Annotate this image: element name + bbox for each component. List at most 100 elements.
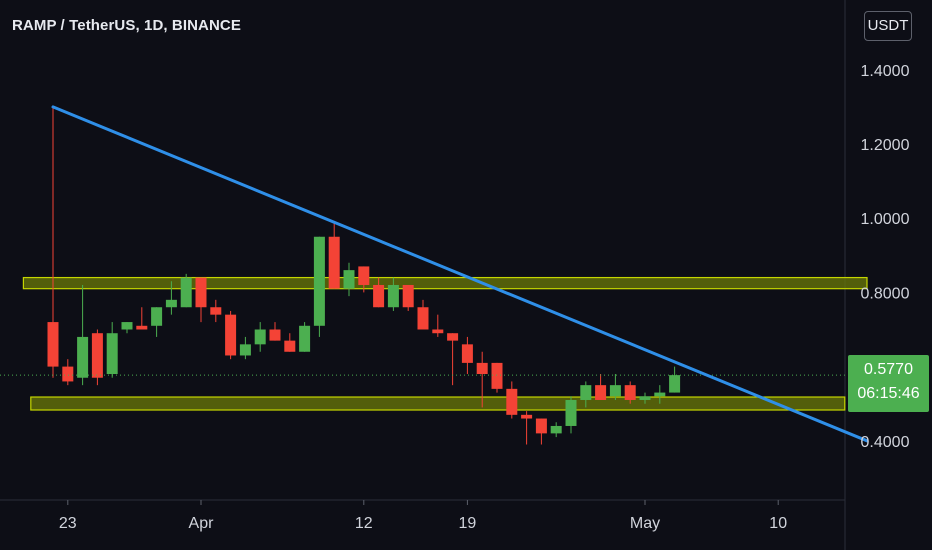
- candle-body: [91, 333, 103, 378]
- price-tick-label: 1.0000: [861, 211, 910, 228]
- candle-body: [387, 284, 399, 308]
- candle-body: [417, 307, 429, 330]
- candle-body: [136, 325, 148, 330]
- candle-25: [402, 284, 414, 311]
- candle-body: [624, 385, 636, 400]
- candle-body: [447, 333, 459, 341]
- candle-43: [669, 366, 681, 393]
- candle-21: [343, 262, 355, 297]
- candle-body: [402, 284, 414, 308]
- candle-body: [254, 329, 266, 345]
- time-tick-label: May: [630, 515, 660, 532]
- price-axis-labels: 1.4000 1.2000 1.0000 0.8000 0.4000: [861, 63, 910, 451]
- price-tick-label: 1.2000: [861, 137, 910, 154]
- candle-body: [521, 414, 533, 419]
- candle-35: [550, 422, 562, 438]
- last-price-value: 0.5770: [864, 361, 913, 378]
- candle-7: [136, 307, 148, 330]
- candle-42: [654, 385, 666, 404]
- candle-28: [447, 333, 459, 386]
- candle-body: [165, 299, 177, 308]
- candle-40: [624, 381, 636, 404]
- time-tick-label: Apr: [189, 515, 215, 532]
- candle-body: [669, 375, 681, 393]
- candle-8: [151, 307, 163, 337]
- candle-29: [461, 336, 473, 375]
- candle-body: [565, 399, 577, 426]
- candle-31: [491, 362, 503, 393]
- candle-body: [550, 425, 562, 434]
- time-tick-label: 10: [769, 515, 787, 532]
- time-tick-label: 12: [355, 515, 373, 532]
- chart-title: RAMP / TetherUS, 1D, BINANCE: [12, 17, 241, 34]
- candle-38: [595, 374, 607, 400]
- candle-body: [476, 362, 488, 375]
- candle-6: [121, 322, 133, 334]
- candle-30: [476, 351, 488, 408]
- candle-body: [269, 329, 281, 341]
- candle-23: [373, 277, 385, 308]
- candle-body: [77, 336, 89, 378]
- candle-34: [535, 418, 547, 445]
- candles: [47, 106, 681, 445]
- currency-button[interactable]: USDT: [864, 11, 912, 41]
- candle-13: [225, 310, 237, 360]
- candle-body: [62, 366, 74, 382]
- zone-1[interactable]: [22, 276, 868, 290]
- candle-body: [535, 418, 547, 434]
- candle-body: [106, 333, 118, 375]
- candle-body: [195, 277, 207, 308]
- bar-countdown: 06:15:46: [857, 385, 920, 402]
- candle-body: [121, 322, 133, 330]
- candle-body: [461, 344, 473, 363]
- time-tick-label: 23: [59, 515, 77, 532]
- candle-body: [313, 236, 325, 326]
- candle-15: [254, 322, 266, 352]
- trendline[interactable]: [51, 105, 869, 443]
- candle-33: [521, 411, 533, 445]
- candle-36: [565, 396, 577, 434]
- price-tick-label: 0.4000: [861, 434, 910, 451]
- zone-2[interactable]: [30, 396, 846, 411]
- candle-body: [491, 362, 503, 389]
- candle-37: [580, 381, 592, 408]
- candle-body: [432, 329, 444, 334]
- candle-26: [417, 299, 429, 330]
- support-resistance-zones[interactable]: [22, 276, 868, 411]
- candle-32: [506, 381, 518, 419]
- price-tick-label: 0.8000: [861, 285, 910, 302]
- candle-body: [506, 388, 518, 415]
- candle-body: [654, 392, 666, 397]
- candle-24: [387, 277, 399, 311]
- candle-2: [62, 359, 74, 386]
- candle-18: [299, 322, 311, 352]
- candle-16: [269, 322, 281, 341]
- time-tick-label: 19: [459, 515, 477, 532]
- candle-body: [284, 340, 296, 352]
- candle-19: [313, 236, 325, 337]
- candle-20: [328, 221, 340, 289]
- candle-body: [239, 344, 251, 356]
- candle-10: [180, 273, 192, 308]
- candle-17: [284, 333, 296, 352]
- candle-3: [77, 284, 89, 386]
- candle-body: [47, 322, 59, 367]
- candle-body: [210, 307, 222, 315]
- candle-body: [328, 236, 340, 289]
- candle-9: [165, 281, 177, 315]
- candle-body: [299, 325, 311, 352]
- candle-body: [595, 385, 607, 400]
- candle-27: [432, 314, 444, 337]
- candle-body: [180, 277, 192, 308]
- candle-5: [106, 322, 118, 378]
- candle-body: [225, 314, 237, 356]
- candle-body: [358, 266, 370, 285]
- last-price-badge: 0.5770 06:15:46: [848, 355, 929, 412]
- candle-14: [239, 336, 251, 360]
- candle-12: [210, 299, 222, 323]
- candle-22: [358, 266, 370, 293]
- time-axis-labels: 23 Apr 12 19 May 10: [59, 500, 787, 532]
- candle-body: [151, 307, 163, 326]
- candle-11: [195, 277, 207, 323]
